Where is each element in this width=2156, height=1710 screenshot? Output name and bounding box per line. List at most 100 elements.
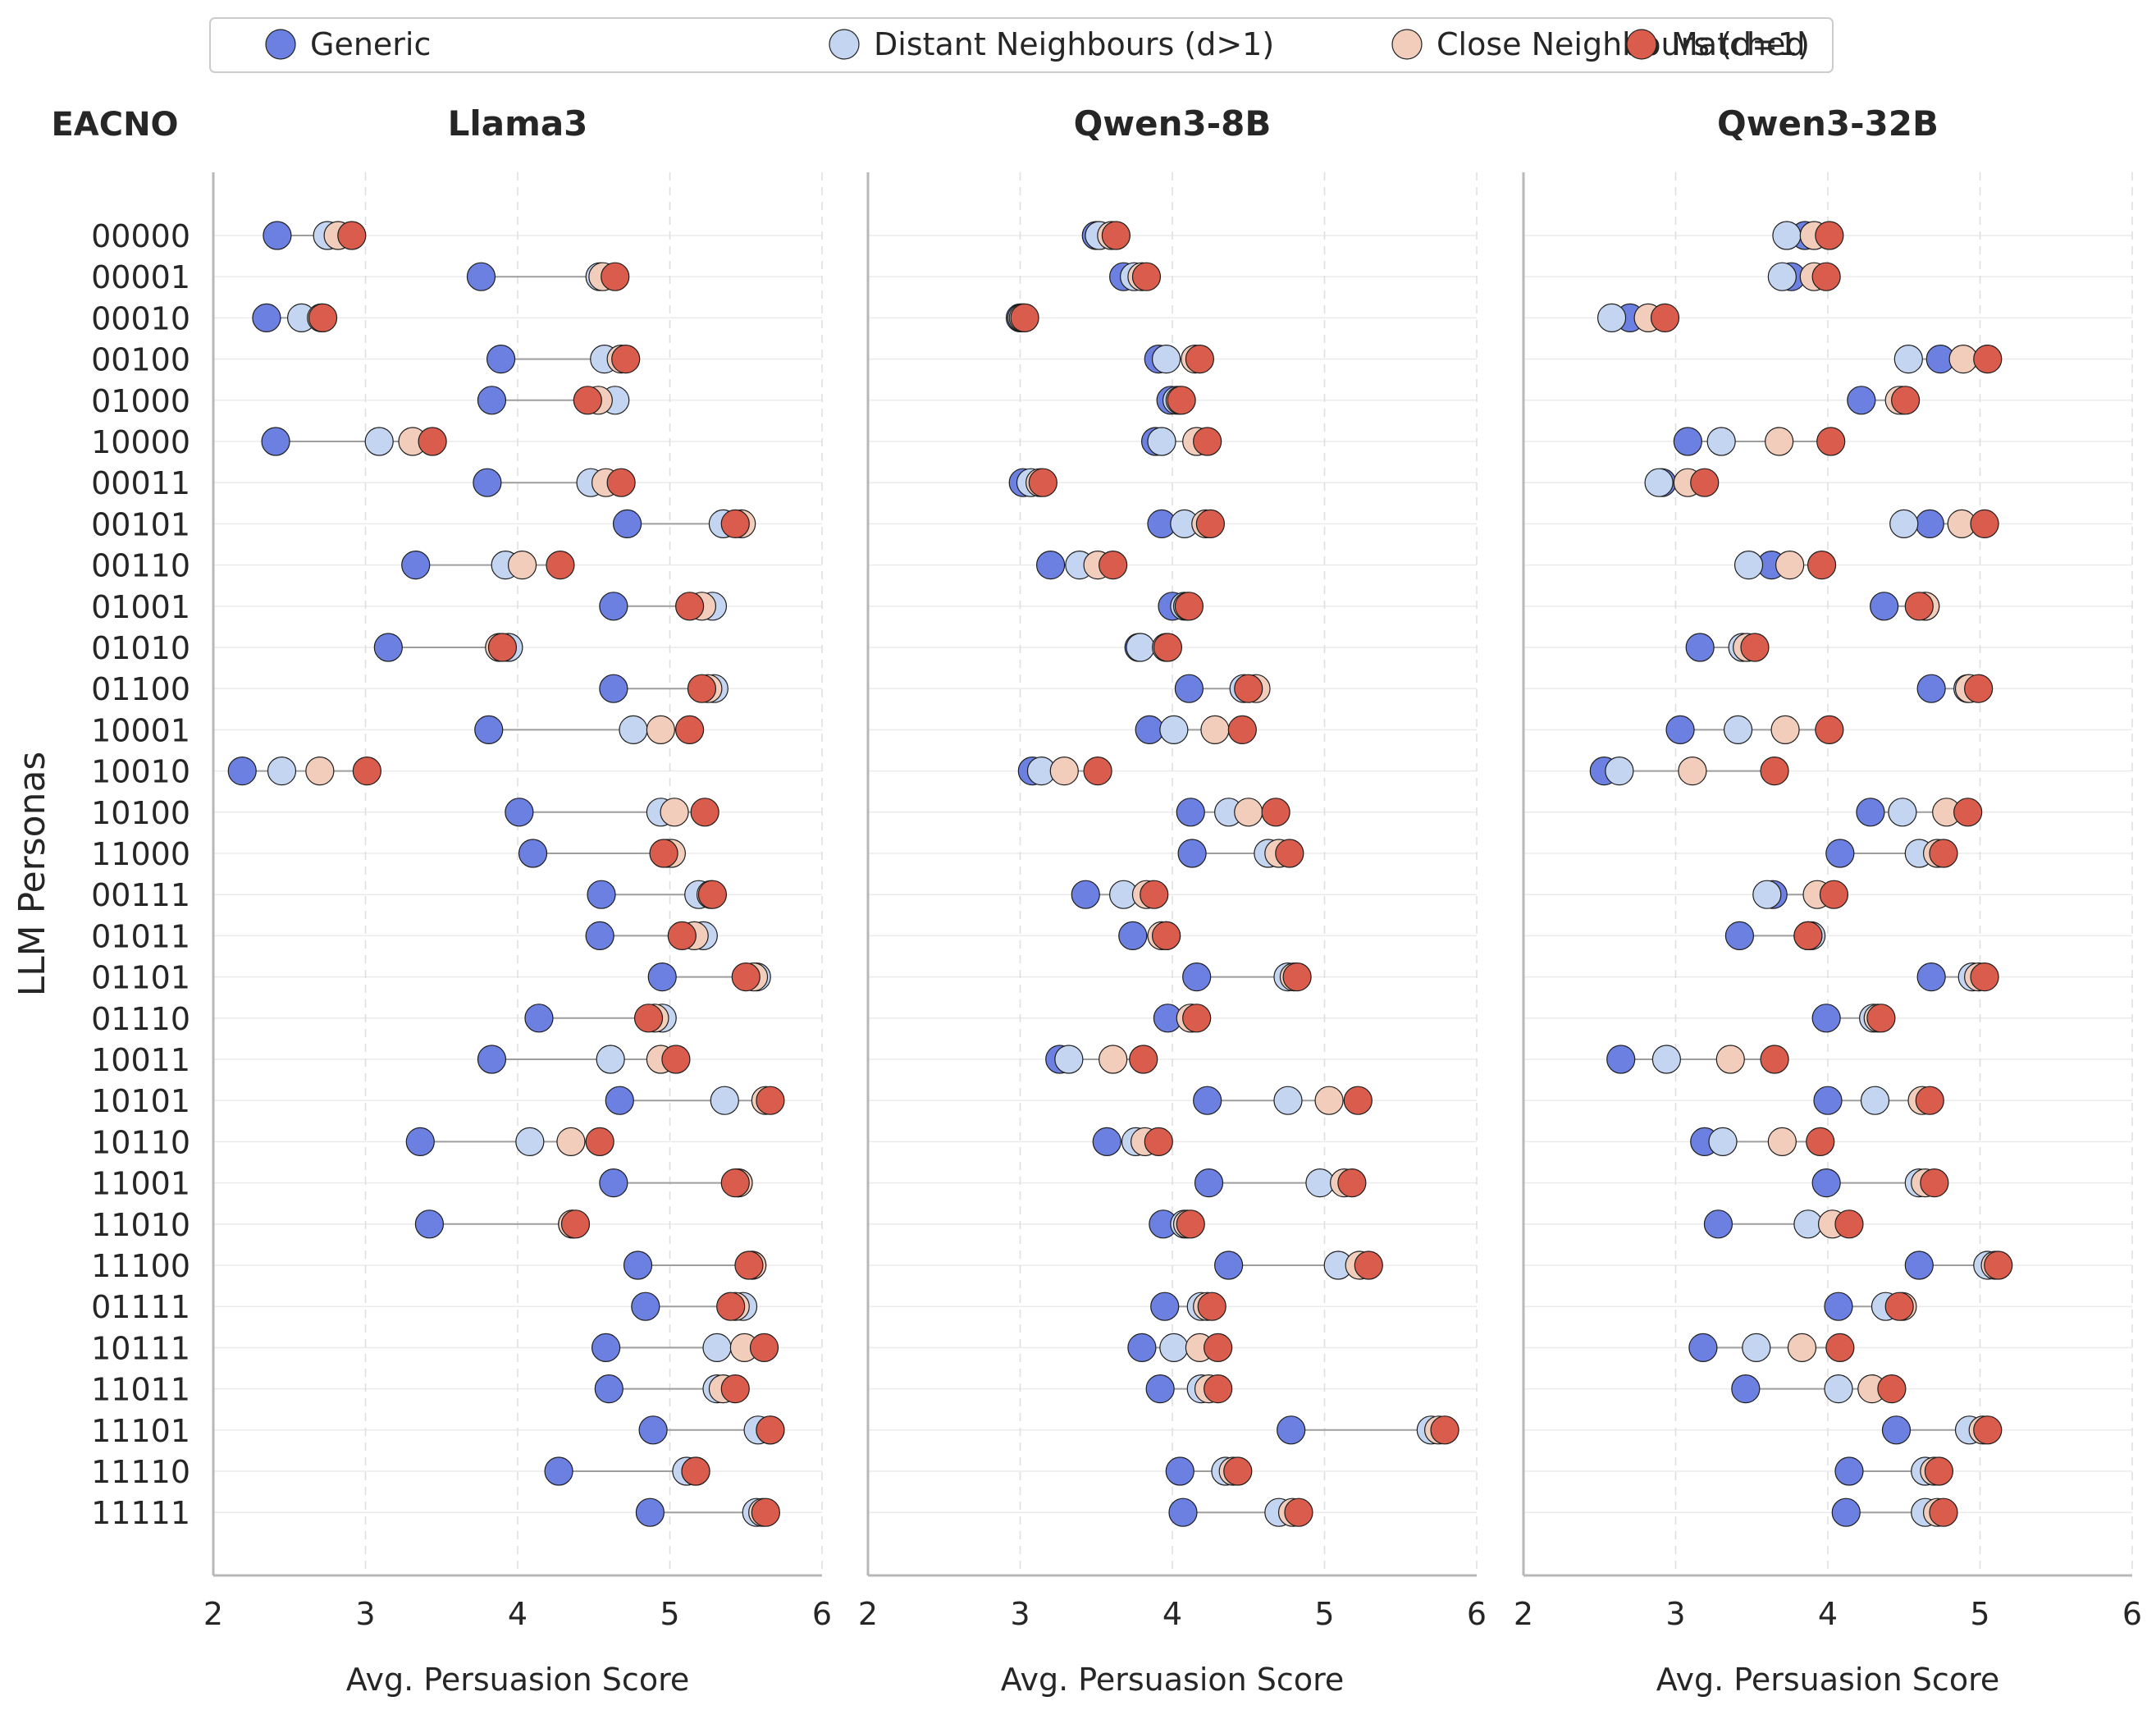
- point-distant: [1889, 509, 1919, 539]
- point-matched: [585, 1127, 614, 1157]
- point-matched: [1261, 798, 1290, 827]
- point-close: [1765, 427, 1794, 456]
- point-matched: [601, 262, 630, 291]
- point-generic: [401, 550, 431, 580]
- point-matched: [418, 427, 447, 456]
- x-tick-label: 3: [1665, 1596, 1685, 1632]
- point-distant: [1772, 221, 1802, 250]
- x-tick-label: 2: [1514, 1596, 1533, 1632]
- point-generic: [1174, 674, 1204, 703]
- point-distant: [1706, 427, 1736, 456]
- point-matched: [1970, 962, 1999, 992]
- point-distant: [267, 756, 297, 786]
- point-matched: [1028, 468, 1057, 497]
- x-tick-label: 3: [355, 1596, 375, 1632]
- y-tick-label: 01001: [91, 589, 190, 625]
- y-tick-label: 00111: [91, 877, 190, 913]
- point-matched: [337, 221, 367, 250]
- point-generic: [1813, 1086, 1843, 1115]
- point-matched: [1343, 1086, 1373, 1115]
- point-generic: [1834, 1456, 1864, 1486]
- x-tick-label: 4: [508, 1596, 528, 1632]
- y-tick-label: 01111: [91, 1289, 190, 1325]
- point-matched: [633, 1004, 664, 1033]
- point-distant: [1644, 468, 1674, 497]
- x-tick-label: 2: [203, 1596, 223, 1632]
- point-close: [1234, 798, 1263, 827]
- point-matched: [649, 839, 678, 868]
- point-generic: [466, 262, 496, 291]
- y-tick-label: 11010: [91, 1207, 190, 1243]
- point-matched: [1223, 1456, 1253, 1486]
- y-tick-label: 00000: [91, 218, 190, 254]
- point-generic: [474, 715, 504, 745]
- point-matched: [1167, 386, 1196, 415]
- y-tick-label: 00001: [91, 259, 190, 295]
- legend-entry-distant: Distant Neighbours (d>1): [829, 26, 1274, 62]
- point-matched: [1816, 427, 1846, 456]
- point-matched: [1282, 962, 1312, 992]
- point-generic: [1150, 1292, 1180, 1321]
- point-distant: [710, 1086, 739, 1115]
- y-tick-label: 11001: [91, 1166, 190, 1202]
- point-matched: [1650, 303, 1680, 332]
- point-distant: [1159, 1333, 1189, 1363]
- panels: Llama3 2 3 4 5 6 Avg. Persuasion Score 00000 000…: [91, 103, 2142, 1698]
- point-close: [1200, 715, 1230, 745]
- y-tick-label: 11110: [91, 1454, 190, 1490]
- y-tick-label: 01101: [91, 960, 190, 996]
- point-close: [660, 798, 689, 827]
- point-matched: [308, 303, 338, 332]
- point-matched: [749, 1333, 779, 1363]
- legend-label-distant: Distant Neighbours (d>1): [874, 26, 1274, 62]
- point-generic: [1214, 1250, 1244, 1280]
- point-generic: [1916, 962, 1946, 992]
- point-matched: [661, 1045, 691, 1074]
- point-close: [1770, 715, 1800, 745]
- point-close: [1099, 1045, 1128, 1074]
- point-matched: [1131, 262, 1162, 291]
- x-tick-label: 6: [1467, 1596, 1487, 1632]
- point-distant: [1888, 798, 1917, 827]
- point-close: [556, 1127, 586, 1157]
- point-generic: [1145, 1374, 1175, 1404]
- point-matched: [606, 468, 636, 497]
- y-tick-label: 01011: [91, 918, 190, 954]
- point-generic: [1135, 715, 1164, 745]
- point-generic: [1071, 880, 1100, 909]
- point-generic: [473, 468, 502, 497]
- legend-label-close: Close Neighbours (d=1): [1437, 26, 1810, 62]
- point-generic: [1127, 1333, 1157, 1363]
- point-generic: [1703, 1209, 1733, 1239]
- point-matched: [1193, 427, 1222, 456]
- point-matched: [1284, 1497, 1313, 1527]
- point-generic: [544, 1456, 573, 1486]
- x-axis-label: Avg. Persuasion Score: [1001, 1662, 1344, 1698]
- point-generic: [1856, 798, 1885, 827]
- point-generic: [594, 1374, 624, 1404]
- point-close: [1787, 1333, 1817, 1363]
- point-distant: [702, 1333, 732, 1363]
- point-distant: [1893, 345, 1923, 374]
- point-matched: [720, 1168, 750, 1198]
- point-close: [507, 550, 537, 580]
- point-matched: [1760, 756, 1789, 786]
- point-generic: [1092, 1127, 1121, 1157]
- point-generic: [591, 1333, 621, 1363]
- panel-qwen3-32b: Qwen3-32B 2 3 4 5 6 Avg. Persuasion Score: [1514, 103, 2142, 1698]
- point-generic: [1193, 1086, 1222, 1115]
- point-generic: [635, 1497, 665, 1527]
- y-tick-label: 00110: [91, 548, 190, 584]
- point-matched: [1793, 921, 1823, 951]
- legend-marker-distant: [829, 29, 860, 60]
- point-generic: [505, 798, 534, 827]
- point-distant: [1147, 427, 1176, 456]
- x-tick-label: 5: [1970, 1596, 1989, 1632]
- point-generic: [1685, 633, 1715, 662]
- legend-label-matched: Matched: [1671, 26, 1805, 62]
- point-generic: [1724, 921, 1755, 951]
- panel-title: Llama3: [448, 103, 588, 144]
- point-matched: [1904, 592, 1934, 621]
- point-generic: [486, 345, 516, 374]
